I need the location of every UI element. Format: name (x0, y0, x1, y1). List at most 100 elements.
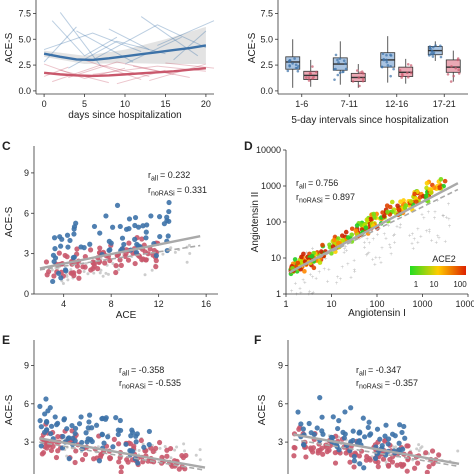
point-red (143, 257, 149, 263)
point-rasi-grey (183, 449, 187, 453)
point-blue (319, 414, 325, 420)
panel-d-x-axis-label: Angiotensin I (348, 308, 406, 319)
point-blue (330, 414, 336, 420)
point-rasi-grey (194, 453, 198, 457)
point-rasi-cross: + (380, 246, 384, 252)
point-blue (43, 396, 49, 402)
point-rasi-grey (137, 448, 141, 452)
point-blue (99, 431, 105, 437)
point-rasi-cross: + (447, 217, 451, 223)
point-rasi-cross: + (382, 232, 386, 238)
box-jitter-point (431, 55, 435, 58)
patient-trajectory-blue (43, 32, 142, 53)
box-jitter-point (406, 75, 410, 79)
point-rasi-cross: + (367, 241, 371, 247)
box-jitter-point (361, 79, 365, 83)
point-rasi-grey (417, 443, 421, 447)
point-blue (52, 246, 58, 252)
fit-line-all (289, 182, 459, 274)
point-blue (60, 433, 66, 440)
point-blue (48, 431, 54, 437)
r-subscript: noRASi (151, 191, 175, 198)
point-blue (44, 419, 50, 425)
colorbar-tick-label: 10 (430, 280, 439, 289)
point-blue (367, 432, 373, 438)
point-red (358, 448, 365, 454)
point-rasi-grey (169, 456, 173, 460)
point-blue (48, 423, 55, 429)
r-value: = -0.358 (131, 365, 164, 375)
box-jitter-point (434, 44, 437, 47)
point-blue (53, 422, 60, 428)
point-rasi-cross: + (365, 253, 369, 259)
point-ace2-colored (428, 190, 434, 196)
point-rasi-cross: + (344, 245, 348, 251)
point-rasi-cross: + (346, 262, 350, 268)
point-rasi-cross: + (324, 257, 328, 263)
point-blue (118, 427, 124, 434)
point-blue (314, 425, 320, 431)
point-blue (119, 235, 126, 241)
patient-trajectory-blue (173, 30, 207, 61)
point-ace2-colored (349, 226, 355, 232)
point-red (315, 450, 321, 456)
point-rasi-grey (198, 448, 202, 452)
point-rasi-cross: + (307, 292, 311, 298)
r-norasi-annotation: rnoRASi = 0.331 (148, 185, 207, 198)
point-blue (366, 419, 372, 425)
point-rasi-grey (86, 272, 90, 276)
point-blue (50, 252, 57, 258)
point-rasi-cross: + (365, 237, 369, 243)
patient-trajectory-blue (157, 20, 215, 46)
point-red (107, 257, 113, 264)
point-rasi-cross: + (345, 248, 349, 254)
point-rasi-cross: + (379, 260, 383, 266)
panel-c-x-axis-label: ACE (116, 310, 137, 321)
point-red (412, 465, 418, 471)
r-value: = 0.897 (325, 192, 355, 202)
box-jitter-point (294, 63, 298, 67)
panel-d-ytick-label: 10 (271, 253, 281, 263)
point-red (72, 459, 78, 466)
point-red (113, 263, 119, 269)
box-jitter-point (357, 76, 361, 79)
point-blue (89, 438, 95, 445)
point-red (375, 464, 381, 470)
point-blue (350, 437, 356, 444)
point-blue (317, 395, 323, 401)
point-blue (143, 235, 149, 241)
point-ace2-colored (311, 265, 317, 271)
point-ace2-colored (401, 198, 406, 203)
point-blue (121, 241, 127, 248)
point-blue (133, 249, 140, 256)
point-rasi-cross: + (433, 216, 437, 222)
panel-a-ytick-label: 7.5 (18, 8, 31, 18)
box-jitter-point (429, 47, 432, 50)
point-rasi-grey (61, 281, 65, 285)
point-blue (83, 430, 89, 436)
point-blue (134, 431, 140, 437)
point-ace2-colored (395, 203, 400, 209)
point-blue (157, 233, 163, 240)
point-blue (106, 238, 112, 244)
point-rasi-cross: + (436, 234, 440, 240)
point-red (168, 445, 174, 452)
box-jitter-point (308, 72, 312, 75)
point-ace2-colored (340, 237, 346, 243)
point-red (375, 459, 381, 465)
box-jitter-point (386, 64, 390, 67)
point-blue (51, 235, 58, 241)
point-ace2-colored (384, 203, 390, 208)
point-blue (144, 222, 150, 228)
patient-trajectory-blue (43, 26, 77, 63)
point-blue (399, 429, 405, 436)
point-red (153, 264, 159, 270)
point-rasi-cross: + (310, 292, 314, 298)
panel-d-y-axis-label: Angiotensin II (250, 192, 261, 253)
panel-b-y-axis-label: ACE-S (247, 32, 258, 63)
point-rasi-cross: + (434, 241, 438, 247)
r-symbol: r (119, 378, 122, 388)
point-ace2-colored (403, 203, 409, 208)
point-rasi-cross: + (448, 224, 452, 230)
point-blue (402, 435, 408, 441)
